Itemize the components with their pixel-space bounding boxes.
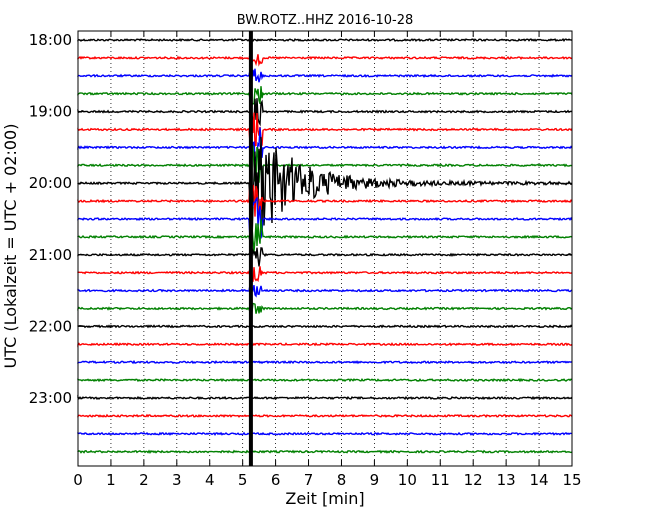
y-tick-label: 18:00 xyxy=(29,31,72,49)
x-tick-label: 14 xyxy=(530,471,549,489)
x-tick-label: 1 xyxy=(106,471,116,489)
x-tick-label: 11 xyxy=(431,471,450,489)
seismic-trace xyxy=(77,196,573,240)
seismic-trace xyxy=(77,112,573,147)
x-tick-label: 10 xyxy=(398,471,417,489)
x-axis-label: Zeit [min] xyxy=(285,489,364,508)
chart-title: BW.ROTZ..HHZ 2016-10-28 xyxy=(237,13,413,28)
seismic-trace xyxy=(77,324,573,329)
seismic-trace xyxy=(77,413,573,418)
seismic-trace xyxy=(77,394,573,401)
seismic-trace xyxy=(77,49,573,67)
seismic-trace xyxy=(77,86,573,105)
plot-frame xyxy=(77,30,573,467)
seismic-trace xyxy=(77,342,573,348)
seismic-trace xyxy=(77,219,573,252)
x-tick-label: 4 xyxy=(205,471,215,489)
seismic-trace xyxy=(77,359,573,365)
x-tick-label: 7 xyxy=(304,471,314,489)
seismic-trace xyxy=(77,181,573,219)
grid-layer xyxy=(110,31,540,466)
seismic-trace xyxy=(77,68,573,83)
seismic-trace xyxy=(77,377,573,383)
axes-layer: 0 1 2 3 4 5 6 7 8 9 10 11 12 13 14 1518:0019:0020:0021:… xyxy=(29,30,582,489)
seismic-trace xyxy=(77,302,573,314)
y-tick-label: 19:00 xyxy=(29,103,72,121)
y-tick-label: 20:00 xyxy=(29,174,72,192)
seismic-trace xyxy=(77,98,573,127)
x-tick-label: 6 xyxy=(271,471,281,489)
x-tick-label: 15 xyxy=(562,471,581,489)
seismic-trace xyxy=(77,136,573,243)
x-tick-label: 0 xyxy=(73,471,83,489)
seismic-trace xyxy=(77,449,573,454)
seismic-trace xyxy=(77,145,573,186)
x-tick-label: 12 xyxy=(464,471,483,489)
x-tick-label: 13 xyxy=(497,471,516,489)
seismic-trace xyxy=(77,38,573,43)
x-tick-label: 2 xyxy=(139,471,149,489)
x-tick-label: 8 xyxy=(337,471,347,489)
seismic-trace xyxy=(77,127,573,163)
x-tick-label: 3 xyxy=(172,471,182,489)
seismic-trace xyxy=(77,284,573,298)
y-tick-label: 22:00 xyxy=(29,317,72,335)
event-onset-marker xyxy=(248,31,253,466)
seismic-trace xyxy=(77,244,573,267)
x-tick-label: 5 xyxy=(238,471,248,489)
x-tick-label: 9 xyxy=(370,471,380,489)
y-tick-label: 23:00 xyxy=(29,389,72,407)
y-tick-label: 21:00 xyxy=(29,246,72,264)
seismic-trace xyxy=(77,266,573,284)
y-axis-label: UTC (Lokalzeit = UTC + 02:00) xyxy=(1,124,20,369)
trace-layer xyxy=(77,31,573,466)
seismic-trace xyxy=(77,431,573,436)
